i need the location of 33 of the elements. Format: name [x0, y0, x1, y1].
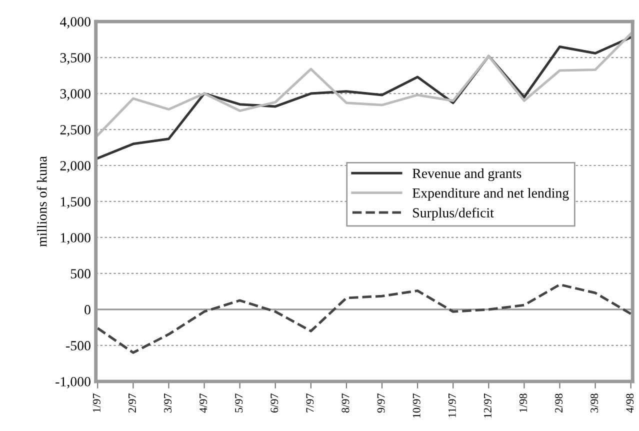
x-tick-label: 5/97	[235, 394, 243, 412]
legend-label: Revenue and grants	[412, 168, 522, 181]
x-tick-label: 6/97	[270, 394, 278, 413]
x-tick-label: 7/97	[306, 394, 314, 412]
line-series	[96, 283, 632, 354]
y-tick-label: 3,000	[60, 89, 90, 100]
y-tick-label: 4,000	[60, 17, 90, 29]
x-tick-label: 4/98	[626, 394, 634, 413]
x-tick-label: 9/97	[377, 394, 385, 413]
y-axis-title: millions of kuna	[36, 156, 47, 247]
legend-label: Surplus/deficit	[413, 208, 494, 220]
y-tick-label: 2,500	[60, 125, 90, 136]
y-tick-label: 1,000	[60, 233, 90, 244]
y-tick-label: -500	[66, 341, 90, 350]
x-tick-label: 2/97	[128, 394, 136, 413]
y-tick-label: 1,500	[60, 197, 90, 208]
x-tick-label: 1/97	[92, 394, 100, 412]
line-series	[96, 32, 632, 137]
y-tick-label: 3,500	[60, 53, 90, 64]
y-tick-label: 500	[70, 269, 90, 278]
x-tick-label: 4/97	[200, 394, 208, 413]
y-tick-label: 0	[84, 305, 90, 314]
x-tick-label: 2/98	[555, 394, 563, 413]
x-tick-label: 3/97	[164, 394, 172, 412]
y-tick-label: -1,000	[56, 377, 90, 388]
x-tick-label: 3/98	[590, 394, 598, 412]
x-tick-label: 12/97	[484, 394, 492, 418]
x-tick-label: 10/97	[412, 394, 420, 418]
x-tick-label: 1/98	[519, 394, 527, 412]
x-tick-label: 8/97	[342, 394, 350, 413]
x-tick-label: 11/97	[448, 394, 456, 418]
legend-label: Expenditure and net lending	[412, 188, 569, 201]
y-tick-label: 2,000	[60, 161, 90, 172]
